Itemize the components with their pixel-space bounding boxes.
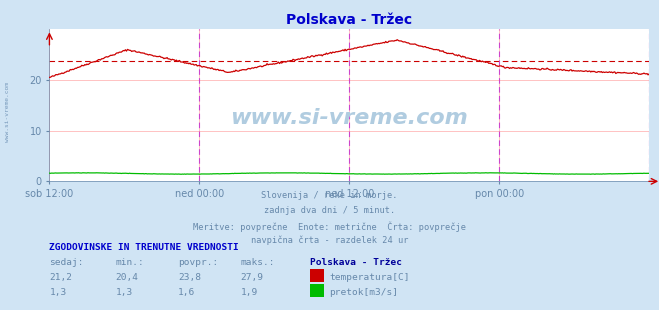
Text: povpr.:: povpr.: (178, 258, 218, 267)
Text: 1,9: 1,9 (241, 288, 258, 297)
Text: 23,8: 23,8 (178, 273, 201, 282)
Text: 27,9: 27,9 (241, 273, 264, 282)
Title: Polskava - Tržec: Polskava - Tržec (286, 13, 413, 27)
Text: temperatura[C]: temperatura[C] (330, 273, 410, 282)
Text: www.si-vreme.com: www.si-vreme.com (231, 108, 468, 127)
Text: min.:: min.: (115, 258, 144, 267)
Text: sedaj:: sedaj: (49, 258, 84, 267)
Text: 1,6: 1,6 (178, 288, 195, 297)
Text: pretok[m3/s]: pretok[m3/s] (330, 288, 399, 297)
Text: ZGODOVINSKE IN TRENUTNE VREDNOSTI: ZGODOVINSKE IN TRENUTNE VREDNOSTI (49, 242, 239, 251)
Text: 1,3: 1,3 (115, 288, 132, 297)
Text: zadnja dva dni / 5 minut.: zadnja dva dni / 5 minut. (264, 206, 395, 215)
Text: 21,2: 21,2 (49, 273, 72, 282)
Text: Meritve: povprečne  Enote: metrične  Črta: povprečje: Meritve: povprečne Enote: metrične Črta:… (193, 222, 466, 232)
Text: navpična črta - razdelek 24 ur: navpična črta - razdelek 24 ur (251, 236, 408, 245)
Text: Slovenija / reke in morje.: Slovenija / reke in morje. (261, 191, 398, 200)
Text: 1,3: 1,3 (49, 288, 67, 297)
Text: 20,4: 20,4 (115, 273, 138, 282)
Text: www.si-vreme.com: www.si-vreme.com (5, 82, 11, 142)
Text: maks.:: maks.: (241, 258, 275, 267)
Text: Polskava - Tržec: Polskava - Tržec (310, 258, 402, 267)
